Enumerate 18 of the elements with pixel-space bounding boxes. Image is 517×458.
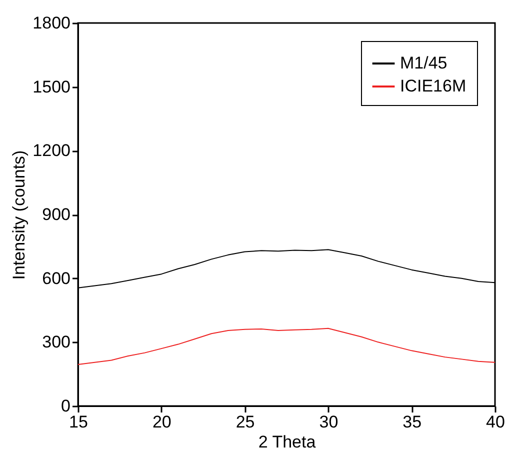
x-tick-label: 25 <box>236 412 255 432</box>
x-axis-title: 2 Theta <box>258 432 316 452</box>
y-tick-label: 600 <box>42 268 70 288</box>
x-tick-label: 15 <box>69 412 88 432</box>
x-tick-label: 20 <box>152 412 172 432</box>
line-series <box>78 328 496 366</box>
y-tick-label: 0 <box>61 396 70 416</box>
legend-label: M1/45 <box>400 54 448 72</box>
y-axis-title: Intensity (counts) <box>10 150 29 280</box>
x-tick-label: 40 <box>486 412 505 432</box>
legend-label: ICIE16M <box>400 76 466 96</box>
x-tick-label: 35 <box>402 412 422 432</box>
y-tick-label: 1800 <box>32 14 70 32</box>
y-tick-label: 900 <box>42 205 70 224</box>
x-tick-label: 30 <box>319 412 338 432</box>
y-tick-label: 1200 <box>32 141 70 160</box>
y-tick-label: 300 <box>42 332 70 352</box>
y-tick-label: 1500 <box>32 77 70 96</box>
